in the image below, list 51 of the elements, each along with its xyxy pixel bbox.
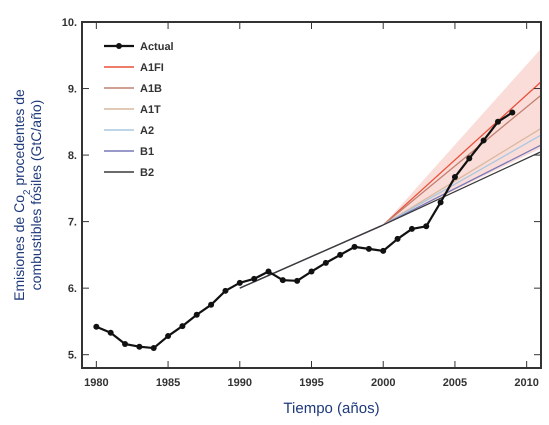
point xyxy=(308,268,314,275)
point xyxy=(394,236,401,242)
point xyxy=(136,344,142,350)
point xyxy=(222,288,228,294)
point xyxy=(194,312,200,318)
point xyxy=(294,278,300,284)
y-tick-label: 6. xyxy=(68,283,77,296)
point xyxy=(93,324,100,330)
point xyxy=(423,223,430,230)
point xyxy=(280,277,286,284)
point xyxy=(480,137,487,144)
y-tick-label: 8. xyxy=(68,150,77,162)
point xyxy=(509,109,516,116)
x-tick-label: 1980 xyxy=(84,377,109,389)
y-tick-label: 5. xyxy=(68,350,77,362)
point xyxy=(380,248,386,254)
x-tick-label: 1995 xyxy=(299,377,324,389)
legend-label: A1T xyxy=(140,104,162,116)
point xyxy=(337,252,344,258)
point xyxy=(251,276,258,282)
x-tick-label: 1990 xyxy=(228,377,252,389)
point xyxy=(122,341,128,348)
point xyxy=(208,302,214,308)
point xyxy=(165,333,172,340)
point xyxy=(452,174,458,180)
y-tick-label: 9. xyxy=(68,84,77,96)
legend-label: A1B xyxy=(140,83,162,95)
point xyxy=(408,226,415,232)
x-tick-label: 2000 xyxy=(370,377,396,389)
legend-label: Actual xyxy=(140,41,174,53)
y-tick-label: 7. xyxy=(68,216,77,229)
point xyxy=(494,118,501,125)
x-tick-label: 2005 xyxy=(442,377,468,389)
x-tick-label: 2010 xyxy=(514,377,539,389)
legend-label: A2 xyxy=(140,125,154,137)
point xyxy=(150,345,157,352)
legend-label: A1FI xyxy=(140,62,164,74)
legend-label: B1 xyxy=(140,146,154,158)
point xyxy=(438,199,444,206)
point xyxy=(466,155,472,162)
point xyxy=(265,268,272,275)
x-axis-title: Tiempo (años) xyxy=(283,400,380,417)
point xyxy=(366,246,372,252)
y-tick-label: 10. xyxy=(62,17,77,29)
point xyxy=(322,260,329,266)
point xyxy=(108,330,114,336)
legend-label: B2 xyxy=(140,167,154,179)
point xyxy=(179,323,186,330)
point xyxy=(236,280,243,286)
x-tick-label: 1985 xyxy=(156,377,180,389)
point xyxy=(352,244,358,250)
